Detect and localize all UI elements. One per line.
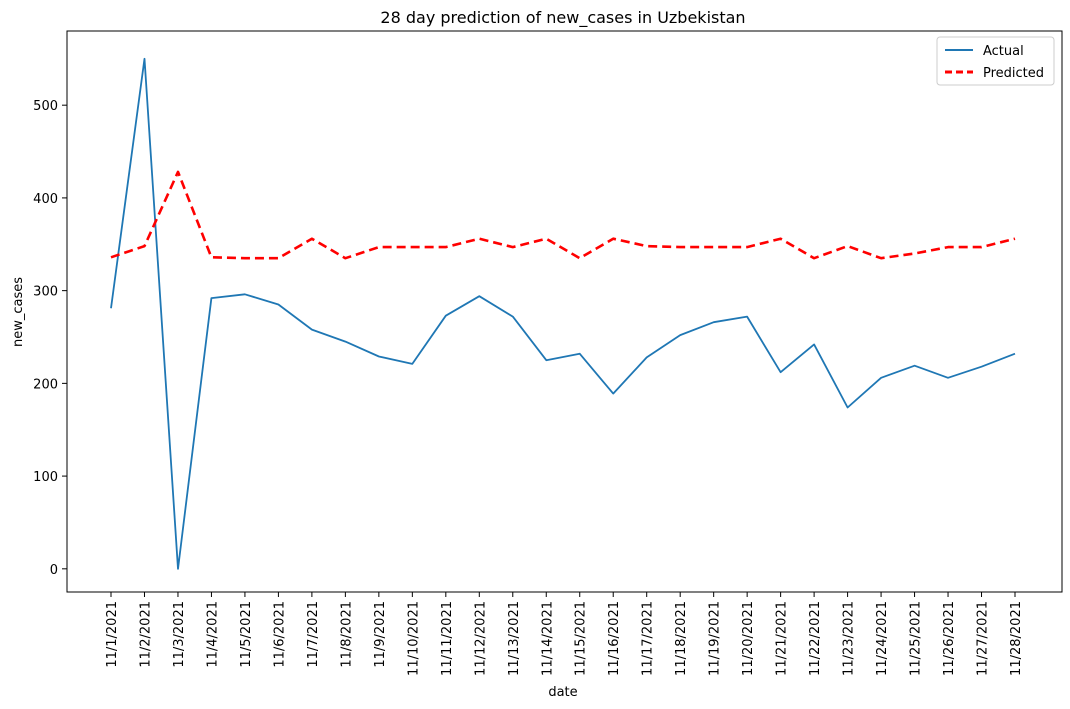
x-tick-label: 11/24/2021 — [875, 601, 890, 676]
x-tick-label: 11/15/2021 — [574, 601, 589, 676]
x-tick-label: 11/26/2021 — [942, 601, 957, 676]
x-tick-label: 11/18/2021 — [674, 601, 689, 676]
y-axis-label: new_cases — [11, 277, 26, 347]
x-tick-label: 11/17/2021 — [641, 601, 656, 676]
legend-label-predicted: Predicted — [983, 66, 1044, 81]
y-tick-label: 300 — [33, 285, 58, 300]
x-tick-label: 11/28/2021 — [1009, 601, 1024, 676]
x-tick-label: 11/4/2021 — [205, 601, 220, 668]
x-tick-label: 11/1/2021 — [105, 601, 120, 668]
x-axis: 11/1/2021 11/2/2021 11/3/2021 11/4/2021 11/5… — [105, 592, 1024, 676]
x-tick-label: 11/21/2021 — [775, 601, 790, 676]
x-tick-label: 11/7/2021 — [306, 601, 321, 668]
x-tick-label: 11/13/2021 — [507, 601, 522, 676]
series-line-predicted — [110, 170, 1016, 260]
x-tick-label: 11/27/2021 — [976, 601, 991, 676]
legend: Actual Predicted — [936, 36, 1055, 86]
x-tick-label: 11/20/2021 — [741, 601, 756, 676]
y-tick-label: 500 — [33, 99, 58, 114]
x-tick-label: 11/25/2021 — [909, 601, 924, 676]
x-tick-label: 11/22/2021 — [808, 601, 823, 676]
y-tick-label: 0 — [50, 563, 58, 578]
plot-frame — [66, 30, 1063, 593]
y-tick-label: 100 — [33, 470, 58, 485]
x-tick-label: 11/10/2021 — [406, 601, 421, 676]
y-tick-label: 400 — [33, 192, 58, 207]
x-tick-label: 11/19/2021 — [708, 601, 723, 676]
x-tick-label: 11/16/2021 — [607, 601, 622, 676]
x-tick-label: 11/5/2021 — [239, 601, 254, 668]
x-tick-label: 11/2/2021 — [138, 601, 153, 668]
series-layer — [110, 57, 1016, 570]
legend-label-actual: Actual — [983, 44, 1024, 59]
x-tick-label: 11/3/2021 — [172, 601, 187, 668]
x-tick-label: 11/6/2021 — [272, 601, 287, 668]
x-tick-label: 11/12/2021 — [473, 601, 488, 676]
series-line-actual — [110, 57, 1016, 570]
x-axis-label: date — [548, 685, 577, 700]
x-tick-label: 11/8/2021 — [339, 601, 354, 668]
x-tick-label: 11/23/2021 — [842, 601, 857, 676]
x-tick-label: 11/9/2021 — [373, 601, 388, 668]
chart-title: 28 day prediction of new_cases in Uzbeki… — [380, 8, 745, 28]
x-tick-label: 11/14/2021 — [540, 601, 555, 676]
x-tick-label: 11/11/2021 — [440, 601, 455, 676]
y-tick-label: 200 — [33, 377, 58, 392]
y-axis: 0 100 200 300 400 500 — [33, 99, 67, 578]
